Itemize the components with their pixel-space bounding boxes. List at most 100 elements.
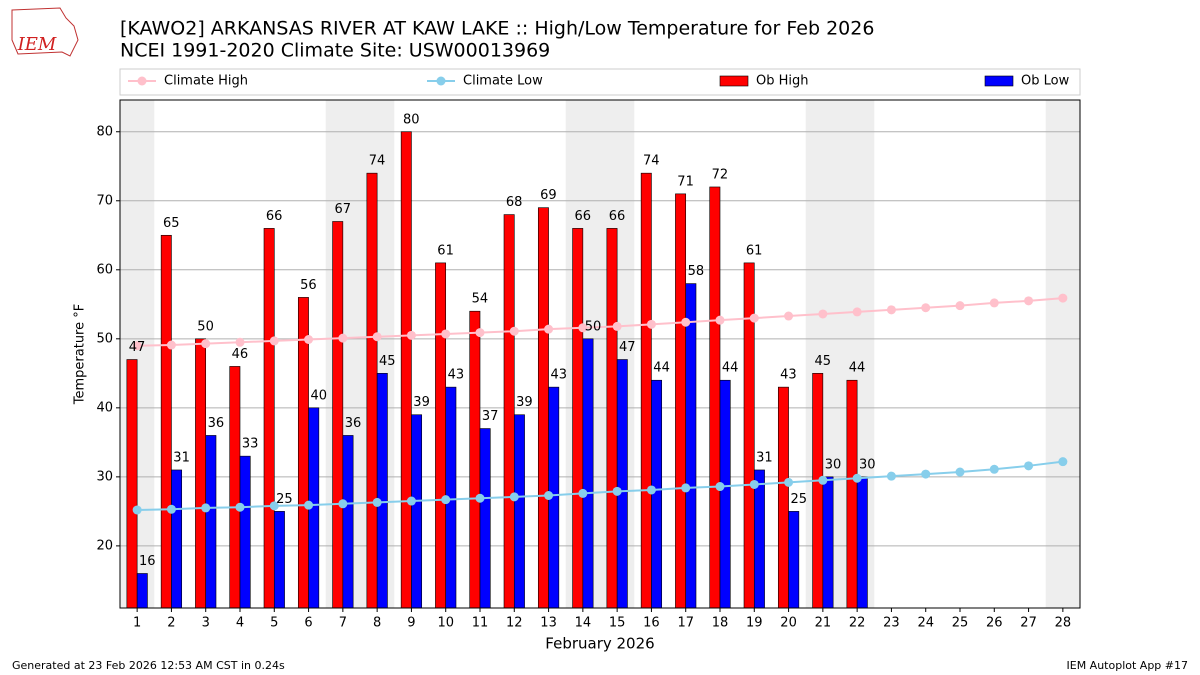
line-marker <box>646 485 656 495</box>
x-tick-label: 13 <box>540 616 557 631</box>
line-marker <box>475 493 485 503</box>
bar <box>297 297 309 609</box>
bar-label: 44 <box>722 361 739 376</box>
bar <box>205 435 217 609</box>
logo-text: IEM <box>17 34 57 55</box>
x-tick-label: 8 <box>373 616 381 631</box>
bar <box>136 573 148 609</box>
x-tick-label: 17 <box>677 616 694 631</box>
bar-label: 72 <box>712 167 729 182</box>
bar-label: 58 <box>688 264 705 279</box>
line-marker <box>1024 296 1034 306</box>
bar-label: 25 <box>276 492 293 507</box>
line <box>137 297 1063 347</box>
x-tick-label: 21 <box>815 616 832 631</box>
y-tick-label: 60 <box>96 262 113 277</box>
chart-title: [KAWO2] ARKANSAS RIVER AT KAW LAKE :: Hi… <box>120 18 874 40</box>
bar-label: 36 <box>208 416 225 431</box>
line-marker <box>132 341 142 351</box>
bar-label: 43 <box>448 368 465 383</box>
x-tick-label: 25 <box>952 616 969 631</box>
chart-subtitle: NCEI 1991-2020 Climate Site: USW00013969 <box>120 40 550 62</box>
bar <box>856 476 868 609</box>
bar <box>171 469 183 609</box>
line-marker <box>715 482 725 492</box>
line-marker <box>304 335 314 345</box>
x-tick-label: 5 <box>270 616 278 631</box>
line-marker <box>1058 293 1068 303</box>
line-marker <box>166 504 176 514</box>
bar-label: 46 <box>232 347 249 362</box>
y-axis-label: Temperature °F <box>73 304 88 405</box>
x-tick-label: 4 <box>236 616 244 631</box>
bar <box>126 359 138 609</box>
line-marker <box>886 471 896 481</box>
line-marker <box>681 483 691 493</box>
bar <box>195 338 207 609</box>
line-marker <box>818 309 828 319</box>
bar-label: 25 <box>790 492 807 507</box>
legend <box>119 68 1081 96</box>
line-marker <box>852 473 862 483</box>
bar <box>229 366 241 609</box>
line-marker <box>372 497 382 507</box>
bar <box>640 172 652 609</box>
line-marker <box>852 307 862 317</box>
line-marker <box>989 298 999 308</box>
line-marker <box>578 323 588 333</box>
bar <box>788 511 800 609</box>
logo: IEM <box>11 7 79 57</box>
bar-label: 43 <box>780 368 797 383</box>
bar <box>616 359 628 609</box>
y-tick-label: 40 <box>96 400 113 415</box>
x-tick-label: 20 <box>780 616 797 631</box>
bar <box>685 283 697 609</box>
plot-area <box>120 100 1080 609</box>
line-marker <box>372 332 382 342</box>
bar-label: 30 <box>825 457 842 472</box>
bar <box>582 338 594 609</box>
bar-label: 50 <box>197 319 214 334</box>
line-marker <box>1024 461 1034 471</box>
bar-label: 66 <box>574 209 591 224</box>
bar <box>822 476 834 609</box>
bar-label: 74 <box>643 154 660 169</box>
bar <box>777 386 789 609</box>
bar-label: 37 <box>482 409 499 424</box>
line-marker <box>544 324 554 334</box>
bar-label: 66 <box>609 209 626 224</box>
line-marker <box>1058 457 1068 467</box>
bar-label: 40 <box>310 388 327 403</box>
footer-right: IEM Autoplot App #17 <box>1067 659 1189 672</box>
line-marker <box>235 337 245 347</box>
bar <box>160 234 172 609</box>
x-tick-label: 15 <box>609 616 626 631</box>
bar <box>606 228 618 609</box>
line-marker <box>406 496 416 506</box>
bar <box>719 379 731 609</box>
line-marker <box>886 305 896 315</box>
bar-label: 45 <box>814 354 831 369</box>
bar <box>469 310 481 609</box>
line-marker <box>749 313 759 323</box>
x-tick-label: 12 <box>506 616 523 631</box>
legend-label: Climate Low <box>463 74 543 89</box>
x-tick-label: 1 <box>133 616 141 631</box>
line-marker <box>338 499 348 509</box>
x-tick-label: 7 <box>339 616 347 631</box>
bar <box>675 193 687 609</box>
x-tick-label: 10 <box>437 616 454 631</box>
line-marker <box>715 315 725 325</box>
bar-label: 45 <box>379 354 396 369</box>
line-marker <box>201 503 211 513</box>
bar-label: 69 <box>540 188 557 203</box>
bar <box>846 379 858 609</box>
bar <box>332 221 344 609</box>
bar <box>239 455 251 609</box>
bar-label: 39 <box>516 395 533 410</box>
bar <box>342 435 354 609</box>
bar <box>503 214 515 609</box>
bar-label: 61 <box>437 243 454 258</box>
